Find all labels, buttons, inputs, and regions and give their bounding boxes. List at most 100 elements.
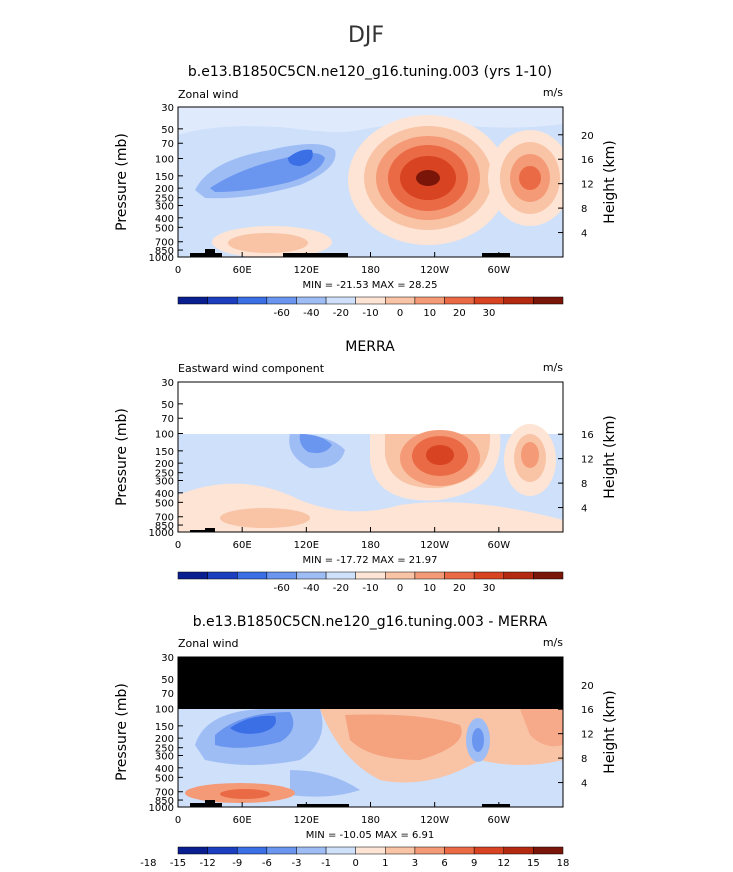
colorbar-label: 1 xyxy=(382,858,388,869)
colorbar-swatch xyxy=(385,296,416,305)
x-tick-label: 0 xyxy=(175,815,181,826)
y-tick-label: 70 xyxy=(161,414,174,425)
minmax-text: MIN = -21.53 MAX = 28.25 xyxy=(303,280,438,291)
variable-label: Eastward wind component xyxy=(178,362,325,375)
colorbar-label: -6 xyxy=(262,858,272,869)
colorbar-label: -18 xyxy=(140,858,156,869)
pos2-contour-3 xyxy=(521,442,539,468)
colorbar-label: 20 xyxy=(453,308,466,319)
y-tick-label: 150 xyxy=(155,447,174,458)
x-tick-label: 0 xyxy=(175,540,181,551)
page-title: DJF xyxy=(348,23,384,48)
low-contour-2 xyxy=(228,233,308,253)
colorbar-label: -3 xyxy=(291,858,301,869)
colorbar-label: -12 xyxy=(199,858,215,869)
height-tick-label: 8 xyxy=(581,479,587,490)
colorbar-label: 20 xyxy=(453,583,466,594)
x-tick-label: 60W xyxy=(488,815,511,826)
pos-contour-5 xyxy=(426,445,454,465)
colorbar-swatch xyxy=(177,296,208,305)
x-tick-label: 120W xyxy=(420,265,449,276)
height-tick-label: 12 xyxy=(581,730,594,741)
y-tick-label: 250 xyxy=(155,194,174,205)
colorbar-label: 15 xyxy=(527,858,540,869)
colorbar-swatch xyxy=(325,571,356,580)
height-tick-label: 8 xyxy=(581,754,587,765)
height-tick-label: 20 xyxy=(581,131,594,142)
x-tick-label: 0 xyxy=(175,265,181,276)
colorbar-swatch xyxy=(414,296,445,305)
colorbar-label: 0 xyxy=(397,308,403,319)
colorbar-label: -15 xyxy=(170,858,186,869)
y-tick-label: 50 xyxy=(161,125,174,136)
pos-contour-2 xyxy=(345,714,462,760)
topography xyxy=(482,253,510,257)
x-tick-label: 120E xyxy=(294,265,319,276)
colorbar-swatch xyxy=(266,296,297,305)
colorbar: -60 -40 -20 -10 0 10 20 30 xyxy=(177,571,564,594)
y-tick-label: 150 xyxy=(155,172,174,183)
colorbar-swatch xyxy=(533,571,564,580)
colorbar-swatch xyxy=(503,846,534,855)
height-tick-label: 12 xyxy=(581,455,594,466)
units-label: m/s xyxy=(543,636,563,649)
x-tick-label: 180 xyxy=(361,540,380,551)
height-tick-label: 16 xyxy=(581,430,594,441)
y-tick-label: 300 xyxy=(155,201,174,212)
y-tick-label: 500 xyxy=(155,498,174,509)
y-tick-label: 1000 xyxy=(149,803,174,814)
y-tick-label: 300 xyxy=(155,476,174,487)
colorbar-swatch xyxy=(473,571,505,580)
x-tick-label: 180 xyxy=(361,815,380,826)
units-label: m/s xyxy=(543,86,563,99)
y-tick-label: 200 xyxy=(155,734,174,745)
units-label: m/s xyxy=(543,361,563,374)
colorbar-label: -40 xyxy=(303,308,319,319)
height-tick-label: 12 xyxy=(581,180,594,191)
y-tick-label: 70 xyxy=(161,139,174,150)
y-axis-title: Pressure (mb) xyxy=(114,133,130,231)
colorbar-swatch xyxy=(236,846,268,855)
y-tick-label: 850 xyxy=(155,246,174,257)
height-tick-label: 4 xyxy=(581,504,587,515)
y-tick-label: 700 xyxy=(155,788,174,799)
variable-label: Zonal wind xyxy=(178,88,239,101)
y-tick-label: 70 xyxy=(161,689,174,700)
colorbar-swatch xyxy=(355,846,386,855)
y-tick-label: 100 xyxy=(155,430,174,441)
colorbar-label: 18 xyxy=(557,858,570,869)
pos2-contour-4 xyxy=(519,166,541,190)
topography xyxy=(297,804,349,807)
topography xyxy=(283,253,348,257)
y-tick-label: 400 xyxy=(155,214,174,225)
colorbar-label: 9 xyxy=(471,858,477,869)
colorbar-swatch xyxy=(296,571,327,580)
y-tick-label: 500 xyxy=(155,773,174,784)
colorbar-swatch xyxy=(444,296,475,305)
panel-title: b.e13.B1850C5CN.ne120_g16.tuning.003 - M… xyxy=(193,614,548,630)
y-tick-label: 150 xyxy=(155,722,174,733)
y2-axis-title: Height (km) xyxy=(602,690,618,773)
y-tick-label: 700 xyxy=(155,513,174,524)
y-axis-title: Pressure (mb) xyxy=(114,408,130,506)
panel-merra: MERRA Eastward wind component m/s 30 50 70… xyxy=(114,339,618,594)
colorbar-swatch xyxy=(533,296,564,305)
colorbar-label: 30 xyxy=(483,308,496,319)
neg-contour-5 xyxy=(472,728,484,752)
colorbar-swatch xyxy=(473,846,505,855)
colorbar-swatch xyxy=(177,846,208,855)
y-tick-label: 30 xyxy=(161,378,174,389)
heatmap-field xyxy=(178,107,563,257)
y-tick-label: 250 xyxy=(155,744,174,755)
colorbar-swatch xyxy=(296,846,327,855)
x-tick-label: 60W xyxy=(488,265,511,276)
panel-model: b.e13.B1850C5CN.ne120_g16.tuning.003 (yr… xyxy=(114,64,618,319)
colorbar-swatch xyxy=(207,571,238,580)
colorbar-swatch xyxy=(266,846,297,855)
colorbar-swatch xyxy=(414,846,445,855)
x-tick-label: 60W xyxy=(488,540,511,551)
y2-axis-title: Height (km) xyxy=(602,415,618,498)
